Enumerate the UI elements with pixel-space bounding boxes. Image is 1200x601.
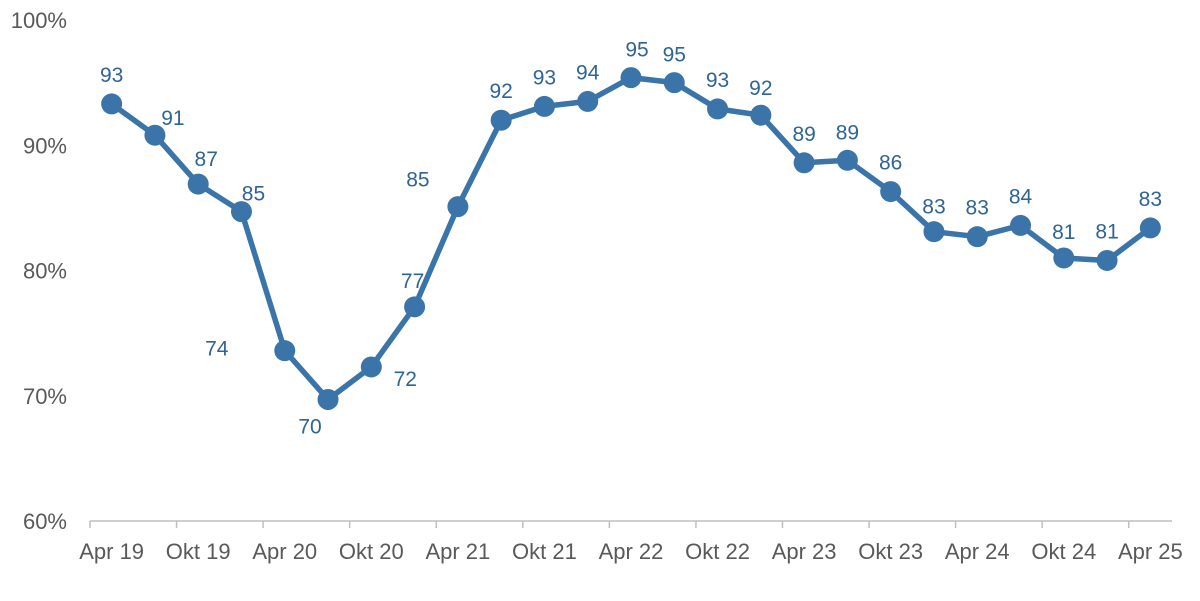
x-tick-label: Okt 22 <box>685 539 750 564</box>
data-point <box>836 149 858 171</box>
data-label: 89 <box>792 123 815 146</box>
data-point <box>187 173 209 195</box>
data-label: 91 <box>161 107 184 130</box>
data-point <box>1139 217 1161 239</box>
y-tick-label: 80% <box>23 259 67 284</box>
x-tick-label: Okt 24 <box>1031 539 1096 564</box>
x-tick-label: Apr 19 <box>79 539 144 564</box>
data-label: 86 <box>879 152 902 175</box>
x-tick-label: Apr 23 <box>772 539 837 564</box>
data-label: 89 <box>836 121 859 144</box>
data-point <box>923 221 945 243</box>
data-label: 93 <box>533 66 556 89</box>
data-label: 95 <box>625 39 648 62</box>
data-point <box>1010 214 1032 236</box>
data-point <box>360 356 382 378</box>
data-label: 84 <box>1009 185 1033 208</box>
data-point <box>1096 249 1118 271</box>
x-tick-label: Okt 20 <box>339 539 404 564</box>
data-label: 70 <box>298 416 321 439</box>
x-axis: Apr 19 Okt 19 Apr 20 Okt 20 Apr 21 Okt 21 Apr … <box>79 520 1183 564</box>
data-label: 94 <box>576 61 600 84</box>
data-label: 77 <box>401 270 424 293</box>
data-label: 74 <box>205 338 229 361</box>
y-tick-label: 70% <box>23 384 67 409</box>
x-tick-label: Apr 24 <box>945 539 1010 564</box>
data-point <box>447 196 469 218</box>
data-label: 83 <box>1139 188 1162 211</box>
data-points <box>101 67 1161 411</box>
data-point <box>144 124 166 146</box>
data-label: 85 <box>242 183 265 206</box>
data-label: 83 <box>966 197 989 220</box>
x-tick-label: Apr 22 <box>599 539 664 564</box>
data-point <box>966 226 988 248</box>
series-line <box>108 74 1154 403</box>
y-tick-label: 60% <box>23 509 67 534</box>
data-label: 81 <box>1052 221 1075 244</box>
data-point <box>750 104 772 126</box>
data-label: 93 <box>100 64 123 87</box>
y-axis-tick-labels: 60% 70% 80% 90% 100% <box>11 8 67 534</box>
y-tick-label: 100% <box>11 8 67 33</box>
data-point <box>620 67 642 89</box>
data-point <box>1053 247 1075 269</box>
data-point <box>230 201 252 223</box>
data-label: 95 <box>663 44 686 67</box>
data-label: 85 <box>406 169 429 192</box>
data-point <box>533 95 555 117</box>
data-label: 92 <box>489 80 512 103</box>
y-tick-label: 90% <box>23 133 67 158</box>
x-tick-label: Okt 21 <box>512 539 577 564</box>
data-label: 83 <box>922 196 945 219</box>
data-label: 93 <box>706 69 729 92</box>
data-point <box>707 98 729 120</box>
data-label: 81 <box>1095 220 1118 243</box>
data-point <box>663 72 685 94</box>
data-point <box>880 181 902 203</box>
data-point <box>404 296 426 318</box>
data-label: 92 <box>749 77 772 100</box>
x-tick-label: Okt 19 <box>166 539 231 564</box>
data-point <box>274 340 296 362</box>
data-label: 87 <box>195 148 218 171</box>
data-labels: 93 91 87 85 74 70 72 77 85 92 93 94 95 95 93 92 89 89 86 83… <box>100 39 1162 439</box>
data-point <box>490 109 512 131</box>
data-point <box>317 389 339 411</box>
data-label: 72 <box>394 368 417 391</box>
data-point <box>577 90 599 112</box>
data-point <box>793 152 815 174</box>
x-tick-label: Apr 20 <box>252 539 317 564</box>
x-tick-label: Okt 23 <box>858 539 923 564</box>
x-tick-label: Apr 25 <box>1118 539 1183 564</box>
x-tick-label: Apr 21 <box>425 539 490 564</box>
data-point <box>101 93 123 115</box>
series-line-path <box>108 74 1154 403</box>
